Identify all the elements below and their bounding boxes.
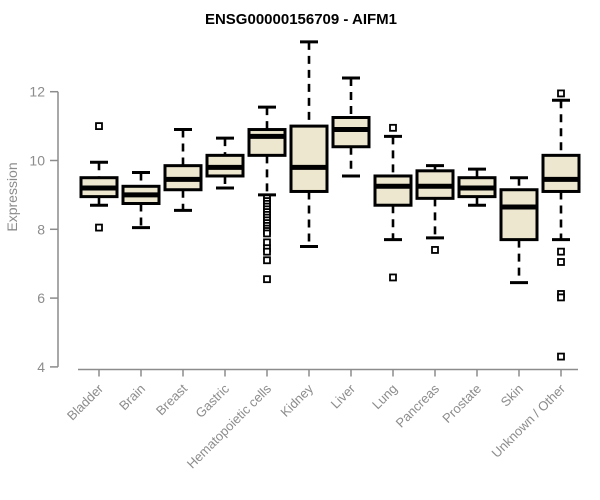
- x-tick-label-liver: Liver: [328, 381, 359, 412]
- y-tick-label-12: 12: [29, 84, 45, 100]
- x-tick-label-kidney: Kidney: [277, 381, 316, 420]
- outlier-unknown-other-2: [557, 258, 565, 266]
- outlier-lung-0: [389, 123, 397, 132]
- box-lung: [373, 174, 413, 207]
- x-tick-label-lung: Lung: [369, 381, 400, 412]
- chart-title: ENSG00000156709 - AIFM1: [205, 11, 397, 28]
- outlier-unknown-other-4: [557, 293, 565, 302]
- box-kidney: [289, 124, 329, 193]
- outlier-bladder-0: [95, 122, 103, 130]
- x-tick-label-skin: Skin: [498, 381, 526, 409]
- box-unknown-other: [541, 153, 581, 193]
- outlier-unknown-other-1: [557, 247, 565, 256]
- outlier-hematopoietic-cells-17: [263, 256, 271, 265]
- outlier-lung-1: [389, 273, 397, 282]
- x-tick-label-brain: Brain: [116, 381, 148, 413]
- y-tick-label-10: 10: [29, 153, 45, 169]
- x-tick-label-breast: Breast: [153, 381, 190, 418]
- outlier-unknown-other-5: [557, 352, 565, 361]
- y-tick-label-6: 6: [37, 290, 45, 306]
- outlier-hematopoietic-cells-13: [263, 229, 271, 238]
- x-tick-label-unknown-other: Unknown / Other: [489, 381, 569, 461]
- y-tick-label-8: 8: [37, 221, 45, 237]
- outlier-pancreas-0: [431, 246, 439, 254]
- y-axis-label: Expression: [4, 162, 20, 231]
- outlier-hematopoietic-cells-16: [263, 247, 271, 256]
- x-tick-label-prostate: Prostate: [439, 381, 484, 426]
- box-skin: [499, 188, 539, 242]
- boxplot-series: [79, 40, 581, 361]
- outlier-unknown-other-0: [557, 89, 565, 98]
- x-tick-label-bladder: Bladder: [64, 381, 107, 424]
- x-tick-label-pancreas: Pancreas: [393, 381, 443, 431]
- outlier-bladder-1: [95, 223, 103, 232]
- box-liver: [331, 116, 371, 149]
- box-hematopoietic-cells: [247, 128, 287, 157]
- outlier-hematopoietic-cells-18: [263, 275, 271, 284]
- y-tick-label-4: 4: [37, 359, 45, 375]
- x-tick-label-gastric: Gastric: [192, 381, 232, 421]
